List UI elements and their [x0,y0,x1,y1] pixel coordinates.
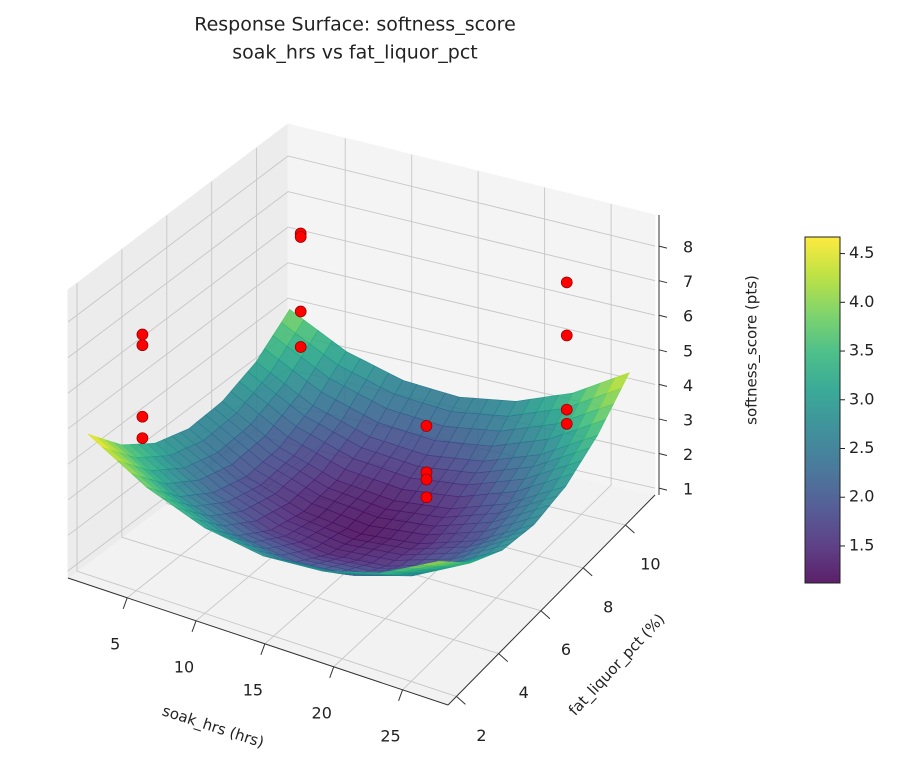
grid-line [67,155,656,323]
y-tick-label: 6 [561,640,571,659]
z-tick-label: 5 [683,341,693,360]
z-tick [658,280,668,284]
colorbar-tick-label: 1.5 [849,535,874,554]
data-point [420,420,433,432]
colorbar-tick-label: 3.5 [849,341,874,360]
data-point [294,341,307,353]
z-tick-label: 7 [683,272,693,291]
data-point [420,491,433,504]
points [136,227,573,504]
x-tick [260,643,266,655]
data-point [420,473,433,486]
chart-subtitle: soak_hrs vs fat_liquor_pct [232,42,477,64]
y-axis-label: fat_liquor_pct (%) [565,610,669,720]
x-tick-label: 25 [380,726,400,745]
z-tick [658,453,668,457]
colorbar-tick-label: 3.0 [849,389,874,408]
colorbar-frame [804,236,841,584]
grid-line [76,283,457,697]
z-tick [658,383,668,387]
x-axis-line [67,577,449,706]
z-axis-label: softness_score (pts) [743,275,762,425]
y-axis-line [447,494,656,706]
data-point [294,305,307,318]
grid-line [121,249,499,655]
colorbar-gradient [805,237,840,583]
data-point [560,276,573,289]
x-tick [191,620,197,632]
x-tick [398,689,404,701]
y-tick [456,696,466,705]
data-point [294,231,307,243]
chart-title: Response Surface: softness_score [194,14,516,36]
data-point [136,339,149,352]
z-tick-label: 2 [683,445,693,464]
z-tick-label: 1 [683,480,693,499]
data-point [136,328,149,341]
data-point [560,417,573,430]
colorbar-tick-label: 2.5 [849,438,874,457]
x-tick-label: 15 [243,680,263,699]
y-tick-label: 10 [640,555,660,574]
surface-cell [423,561,447,566]
y-tick-label: 4 [519,683,529,702]
x-tick [329,666,335,678]
x-tick-label: 5 [110,634,120,653]
z-tick-label: 8 [683,238,693,257]
surface [87,308,630,577]
grid-line [67,262,656,430]
data-point [136,410,149,423]
data-point [136,432,149,445]
y-tick [540,610,551,620]
grid-line [67,297,656,465]
z-tick [658,314,668,318]
y-tick [625,524,635,534]
z-tick-label: 4 [683,376,693,395]
data-point [560,329,573,342]
z-tick [658,418,668,422]
data-point [560,403,573,416]
z-tick [658,245,668,249]
colorbar-tick-label: 4.0 [849,292,874,311]
y-tick-label: 8 [603,597,613,616]
colorbar-tick-label: 4.5 [849,243,874,262]
z-tick-label: 6 [683,307,693,326]
y-tick-label: 2 [476,726,486,745]
colorbar-tick-label: 2.0 [849,487,874,506]
grid-line [67,191,656,358]
y-tick [582,567,593,577]
x-axis-label: soak_hrs (hrs) [160,702,267,753]
y-tick [498,653,509,662]
z-tick [658,487,668,491]
z-tick [658,349,668,353]
grid-line [402,204,612,691]
x-tick-label: 10 [174,657,194,676]
colorbar: 1.5 2.0 2.5 3.0 3.5 4.0 4.5 [804,236,874,584]
x-tick [122,597,128,609]
z-tick-label: 3 [683,410,693,429]
x-tick-label: 20 [312,703,332,722]
